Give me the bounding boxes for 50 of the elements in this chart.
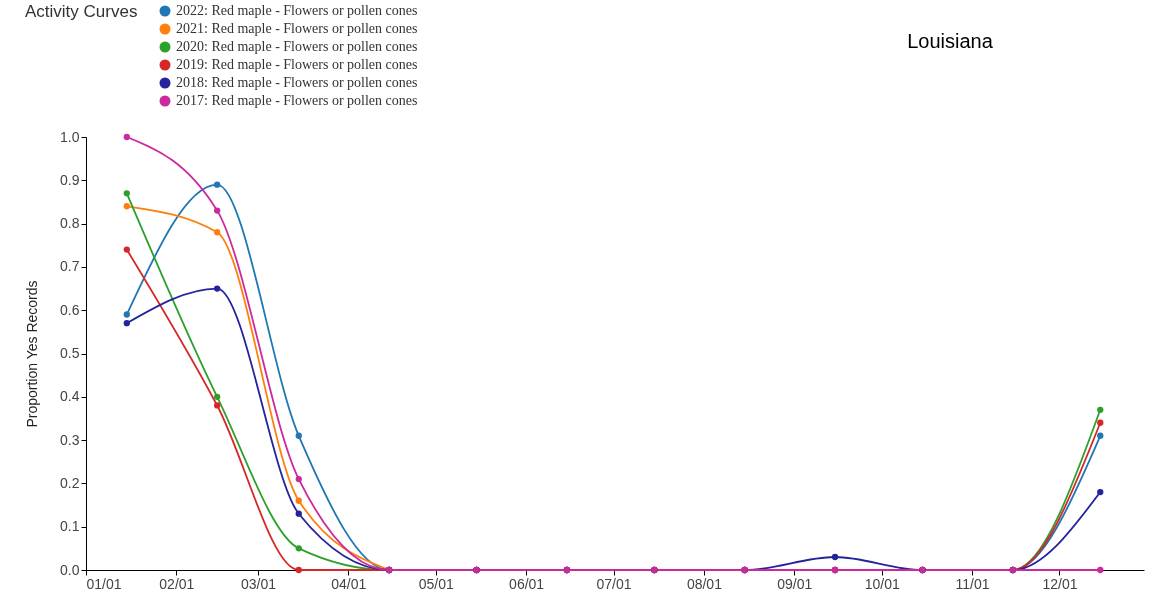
y-tick-label: 0.6 [60, 301, 80, 318]
x-tick-label: 11/01 [955, 575, 990, 592]
x-tick-label: 03/01 [240, 575, 277, 592]
point [214, 402, 221, 409]
point [123, 311, 130, 318]
y-tick-label: 0.9 [60, 171, 80, 188]
y-tick-label: 0.0 [60, 561, 80, 578]
legend-label: 2018: Red maple - Flowers or pollen cones [176, 75, 418, 90]
point [123, 246, 130, 253]
legend-label: 2021: Red maple - Flowers or pollen cones [176, 21, 418, 36]
point [831, 553, 839, 561]
point [214, 229, 221, 236]
point [123, 203, 130, 210]
y-tick-label: 0.7 [60, 258, 80, 275]
x-tick-label: 12/01 [1042, 575, 1078, 592]
legend-label: 2019: Red maple - Flowers or pollen cones [176, 57, 418, 72]
point [1097, 406, 1104, 413]
point [214, 285, 221, 292]
point [214, 181, 221, 188]
point [123, 190, 130, 197]
legend-title: Activity Curves [25, 2, 138, 21]
y-tick-label: 0.5 [60, 345, 80, 361]
x-tick-label: 09/01 [777, 575, 813, 592]
x-tick-label: 08/01 [686, 575, 723, 592]
legend-label: 2017: Red maple - Flowers or pollen cones [176, 93, 418, 108]
y-axis-title: Proportion Yes Records [24, 280, 41, 428]
point [123, 320, 130, 327]
x-tick-label: 05/01 [418, 575, 454, 592]
x-tick-label: 01/01 [86, 575, 122, 592]
y-tick-label: 0.3 [60, 431, 80, 448]
y-tick-label: 0.1 [60, 518, 80, 535]
y-tick-label: 0.4 [60, 388, 80, 405]
point [214, 207, 221, 214]
x-tick-label: 10/01 [864, 575, 900, 592]
point [1097, 432, 1104, 439]
y-tick-label: 0.2 [60, 474, 80, 491]
point [1097, 566, 1104, 574]
point [214, 393, 221, 400]
point [1097, 419, 1104, 426]
point [123, 133, 130, 141]
y-tick-label: 0.8 [60, 215, 80, 232]
legend-label: 2020: Red maple - Flowers or pollen cones [176, 39, 418, 54]
x-tick-label: 02/01 [159, 575, 195, 592]
y-tick-label: 1.0 [60, 128, 80, 145]
x-tick-label: 06/01 [509, 575, 545, 592]
text: Louisiana [907, 30, 994, 52]
point [1097, 488, 1104, 496]
x-tick-label: 04/01 [331, 575, 367, 592]
legend-label: 2022: Red maple - Flowers or pollen cones [176, 3, 418, 18]
x-tick-label: 07/01 [596, 575, 632, 592]
